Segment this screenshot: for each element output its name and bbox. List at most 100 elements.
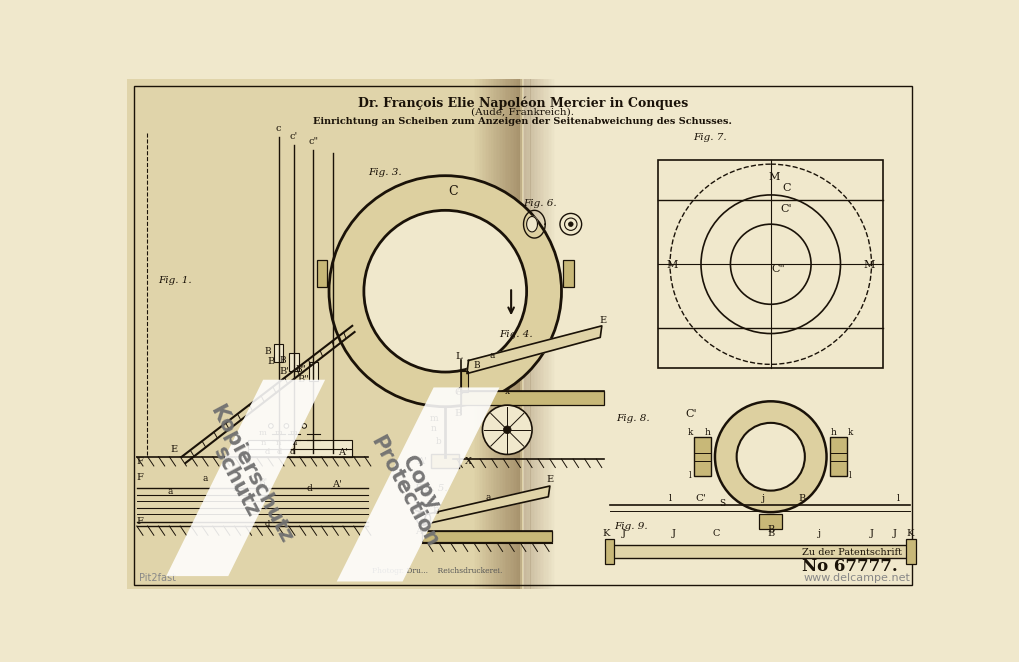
- Bar: [487, 79, 490, 589]
- Text: B': B': [279, 367, 289, 375]
- Text: X: X: [465, 457, 472, 467]
- Text: Fig. 4.: Fig. 4.: [499, 330, 533, 339]
- Bar: [657, 160, 882, 368]
- Text: Copy
Protection: Copy Protection: [367, 424, 459, 551]
- Text: Einrichtung an Scheiben zum Anzeigen der Seitenabweichung des Schusses.: Einrichtung an Scheiben zum Anzeigen der…: [313, 117, 732, 126]
- Text: B': B': [258, 478, 267, 487]
- Bar: [486, 79, 489, 589]
- Text: n: n: [430, 424, 436, 434]
- Text: Fig. 8.: Fig. 8.: [615, 414, 649, 424]
- Text: F: F: [137, 457, 144, 467]
- Text: a: a: [485, 493, 490, 502]
- Bar: [532, 79, 535, 589]
- Text: m: m: [289, 429, 298, 437]
- Text: k: k: [687, 428, 692, 437]
- Circle shape: [568, 222, 573, 226]
- Bar: [461, 391, 603, 405]
- Bar: [536, 79, 539, 589]
- Bar: [530, 79, 533, 589]
- Bar: [542, 79, 545, 589]
- Text: x: x: [504, 387, 510, 396]
- Bar: [475, 79, 478, 589]
- Text: Pit2fast: Pit2fast: [139, 573, 176, 583]
- Bar: [758, 514, 782, 529]
- Text: C': C': [695, 495, 706, 503]
- Text: A': A': [331, 480, 341, 489]
- Bar: [511, 79, 514, 589]
- Bar: [547, 79, 550, 589]
- Text: d: d: [289, 448, 294, 456]
- Text: B: B: [454, 409, 462, 418]
- Bar: [517, 79, 520, 589]
- Text: Photogr. Dru...    Reichsdruckerei.: Photogr. Dru... Reichsdruckerei.: [372, 567, 502, 575]
- Text: C: C: [454, 388, 462, 397]
- Bar: [527, 79, 530, 589]
- Bar: [248, 440, 352, 457]
- Text: M: M: [863, 260, 874, 270]
- Bar: [514, 79, 517, 589]
- Text: K: K: [601, 529, 608, 538]
- Text: Kopierschutz
schutz: Kopierschutz schutz: [192, 402, 296, 555]
- Text: C: C: [712, 529, 719, 538]
- Text: J: J: [621, 529, 625, 538]
- Text: Fig. 9.: Fig. 9.: [613, 522, 647, 531]
- Bar: [535, 79, 538, 589]
- Text: b: b: [436, 437, 441, 446]
- Text: B: B: [267, 357, 274, 366]
- Text: n: n: [276, 439, 281, 448]
- Bar: [506, 79, 510, 589]
- Text: L: L: [455, 352, 462, 361]
- Bar: [550, 79, 553, 589]
- Text: B: B: [232, 485, 239, 493]
- Bar: [526, 79, 529, 589]
- Bar: [541, 79, 544, 589]
- Text: F: F: [137, 473, 144, 482]
- Text: E: E: [545, 475, 552, 484]
- Text: C: C: [447, 185, 458, 198]
- Bar: [544, 79, 547, 589]
- Text: B: B: [766, 529, 773, 538]
- Bar: [522, 79, 917, 589]
- Text: m: m: [259, 429, 267, 437]
- Circle shape: [482, 405, 532, 454]
- Text: d: d: [276, 448, 282, 456]
- Text: B: B: [432, 508, 438, 516]
- Circle shape: [503, 426, 511, 434]
- Circle shape: [329, 175, 560, 406]
- Text: c": c": [308, 138, 318, 146]
- Bar: [538, 79, 541, 589]
- Bar: [551, 79, 554, 589]
- Bar: [484, 79, 487, 589]
- Bar: [501, 79, 504, 589]
- Bar: [474, 79, 477, 589]
- Bar: [609, 545, 910, 557]
- Bar: [127, 79, 522, 589]
- Text: Fig. 7.: Fig. 7.: [693, 133, 727, 142]
- Circle shape: [268, 424, 273, 428]
- Text: C': C': [685, 408, 696, 418]
- Bar: [461, 371, 468, 392]
- Text: k: k: [847, 428, 853, 437]
- Text: E: E: [170, 445, 177, 454]
- Text: F: F: [137, 518, 144, 526]
- Bar: [524, 79, 527, 589]
- Text: c': c': [289, 132, 298, 141]
- Polygon shape: [423, 486, 549, 524]
- Circle shape: [302, 424, 307, 428]
- Bar: [829, 438, 847, 476]
- Bar: [483, 79, 486, 589]
- Text: Fig. 6.: Fig. 6.: [522, 199, 555, 208]
- Text: (Aude, Frankreich).: (Aude, Frankreich).: [471, 107, 574, 116]
- Text: A: A: [415, 527, 422, 536]
- Text: B: B: [279, 356, 286, 365]
- Text: No 67777.: No 67777.: [801, 558, 897, 575]
- Text: a: a: [167, 487, 172, 496]
- Bar: [533, 79, 536, 589]
- Text: J: J: [868, 529, 872, 538]
- Text: Fig. 1.: Fig. 1.: [158, 276, 192, 285]
- Bar: [478, 79, 481, 589]
- Bar: [504, 79, 507, 589]
- Text: E: E: [599, 316, 606, 325]
- Bar: [604, 539, 613, 564]
- Circle shape: [283, 424, 288, 428]
